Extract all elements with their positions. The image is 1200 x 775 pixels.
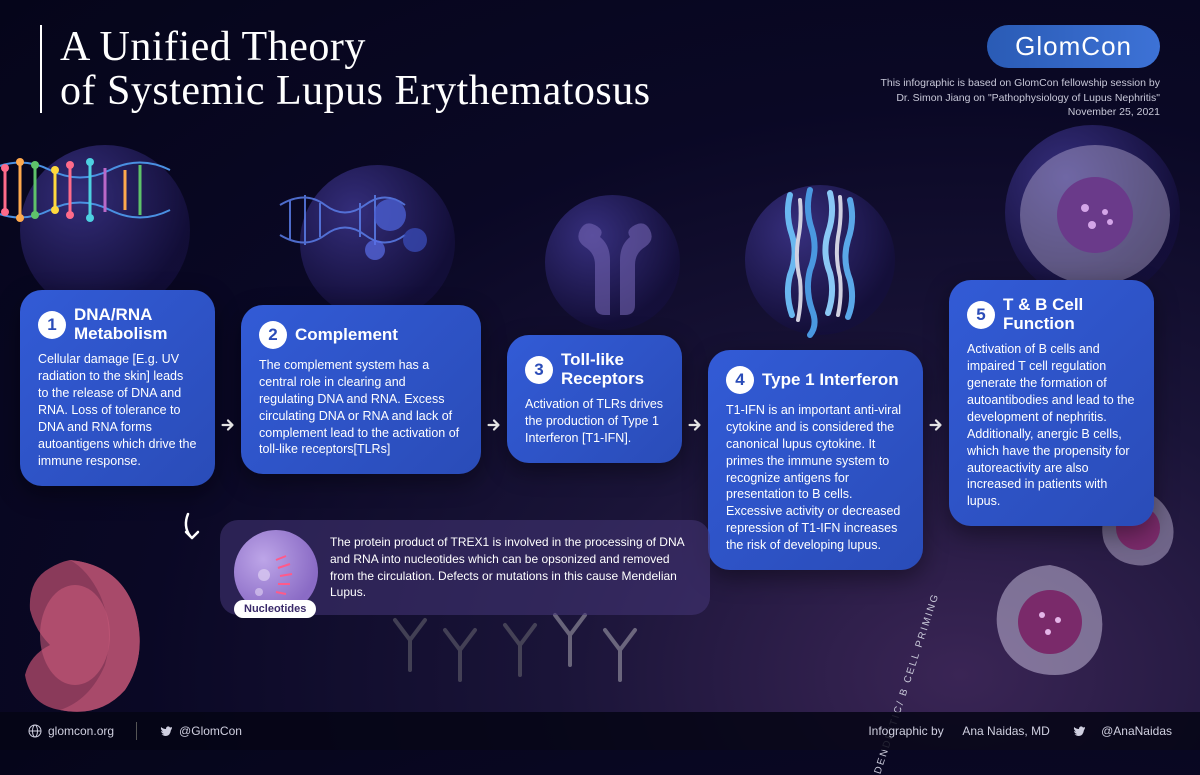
header-meta: This infographic is based on GlomCon fel… bbox=[880, 76, 1160, 120]
globe-icon bbox=[28, 724, 42, 738]
nucleotide-body: The protein product of TREX1 is involved… bbox=[330, 534, 692, 601]
nucleotide-box: Nucleotides The protein product of TREX1… bbox=[220, 520, 710, 615]
card-1-num: 1 bbox=[38, 311, 66, 339]
nucleotide-label: Nucleotides bbox=[234, 600, 316, 618]
title-block: A Unified Theory of Systemic Lupus Eryth… bbox=[40, 25, 651, 113]
card-3-num: 3 bbox=[525, 356, 553, 384]
card-2-title: Complement bbox=[295, 326, 398, 345]
arrow-icon bbox=[483, 414, 505, 436]
down-arrow-icon bbox=[178, 512, 212, 552]
card-1: 1 DNA/RNA Metabolism Cellular damage [E.… bbox=[20, 290, 215, 486]
card-5: 5 T & B Cell Function Activation of B ce… bbox=[949, 280, 1154, 526]
card-1-title: DNA/RNA Metabolism bbox=[74, 306, 197, 343]
header-right: GlomCon This infographic is based on Glo… bbox=[880, 25, 1160, 120]
footer-site: glomcon.org bbox=[28, 724, 114, 738]
footer-handle: @GlomCon bbox=[159, 724, 242, 738]
arrow-icon bbox=[684, 414, 706, 436]
footer-divider bbox=[136, 722, 137, 740]
card-4: 4 Type 1 Interferon T1-IFN is an importa… bbox=[708, 350, 923, 570]
card-1-body: Cellular damage [E.g. UV radiation to th… bbox=[38, 351, 197, 469]
card-2-body: The complement system has a central role… bbox=[259, 357, 463, 458]
card-3-body: Activation of TLRs drives the production… bbox=[525, 396, 664, 447]
arrow-icon bbox=[925, 414, 947, 436]
card-5-num: 5 bbox=[967, 301, 995, 329]
twitter-icon bbox=[159, 724, 173, 738]
card-4-body: T1-IFN is an important anti-viral cytoki… bbox=[726, 402, 905, 554]
twitter-icon bbox=[1072, 724, 1086, 738]
card-5-body: Activation of B cells and impaired T cel… bbox=[967, 341, 1136, 510]
card-4-num: 4 bbox=[726, 366, 754, 394]
card-4-title: Type 1 Interferon bbox=[762, 371, 899, 390]
footer: glomcon.org @GlomCon Infographic by Ana … bbox=[0, 712, 1200, 750]
card-3-title: Toll-like Receptors bbox=[561, 351, 664, 388]
dna-helix-1 bbox=[0, 150, 190, 240]
arrow-icon bbox=[217, 414, 239, 436]
dna-helix-2 bbox=[270, 175, 430, 275]
card-5-title: T & B Cell Function bbox=[1003, 296, 1136, 333]
logo-badge: GlomCon bbox=[987, 25, 1160, 68]
page-title: A Unified Theory of Systemic Lupus Eryth… bbox=[60, 25, 651, 113]
cell-icon-top bbox=[1010, 130, 1180, 300]
card-3: 3 Toll-like Receptors Activation of TLRs… bbox=[507, 335, 682, 463]
footer-credit: Infographic by Ana Naidas, MD @AnaNaidas bbox=[868, 724, 1172, 738]
card-2: 2 Complement The complement system has a… bbox=[241, 305, 481, 474]
card-2-num: 2 bbox=[259, 321, 287, 349]
